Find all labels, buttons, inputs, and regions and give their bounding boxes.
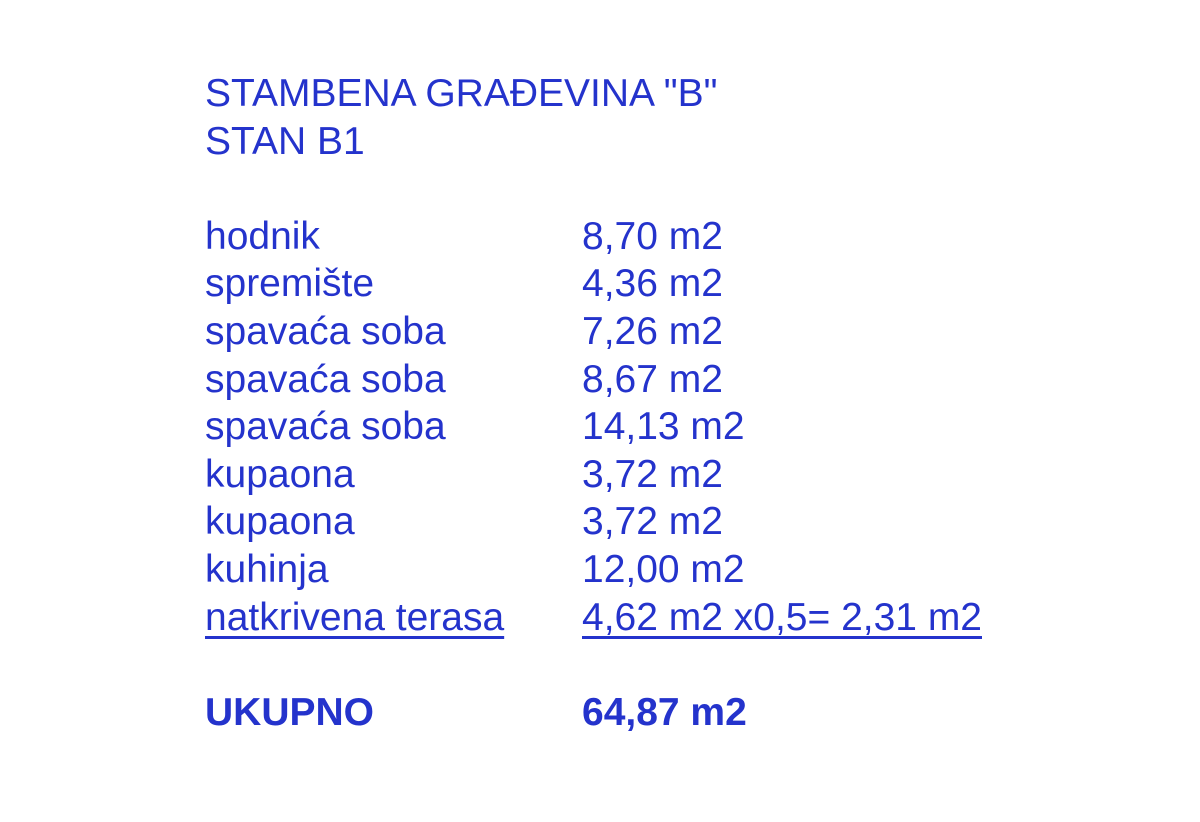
room-label: natkrivena terasa	[205, 595, 505, 639]
room-row: spavaća soba 8,67 m2	[205, 356, 982, 404]
room-row: spavaća soba 14,13 m2	[205, 403, 982, 451]
room-label: hodnik	[205, 214, 320, 258]
room-area: 4,36 m2	[582, 262, 723, 306]
room-area: 8,70 m2	[582, 214, 723, 258]
room-row: spremište 4,36 m2	[205, 260, 982, 308]
spacer	[205, 641, 982, 689]
total-area: 64,87 m2	[582, 690, 747, 734]
room-area: 14,13 m2	[582, 405, 745, 449]
apartment-title: STAN B1	[205, 119, 365, 163]
room-area: 3,72 m2	[582, 500, 723, 544]
room-row: spavaća soba 7,26 m2	[205, 308, 982, 356]
room-area: 3,72 m2	[582, 452, 723, 496]
room-row: kupaona 3,72 m2	[205, 498, 982, 546]
room-label: kupaona	[205, 452, 355, 496]
room-label: spremište	[205, 262, 375, 306]
document-content: STAMBENA GRAĐEVINA "B" STAN B1 hodnik 8,7…	[205, 70, 982, 736]
room-area: 4,62 m2 x0,5= 2,31 m2	[582, 595, 982, 639]
room-area: 8,67 m2	[582, 357, 723, 401]
room-label: kupaona	[205, 500, 355, 544]
room-label: spavaća soba	[205, 309, 446, 353]
room-row: kupaona 3,72 m2	[205, 451, 982, 499]
building-title: STAMBENA GRAĐEVINA "B"	[205, 72, 718, 115]
total-row: UKUPNO 64,87 m2	[205, 689, 982, 737]
room-label: spavaća soba	[205, 405, 446, 449]
room-row: hodnik 8,70 m2	[205, 213, 982, 261]
room-label: spavaća soba	[205, 357, 446, 401]
room-row-terrace: natkrivena terasa 4,62 m2 x0,5= 2,31 m2	[205, 594, 982, 642]
room-area: 12,00 m2	[582, 547, 745, 591]
room-area: 7,26 m2	[582, 309, 723, 353]
room-row: kuhinja 12,00 m2	[205, 546, 982, 594]
total-label: UKUPNO	[205, 690, 375, 734]
room-label: kuhinja	[205, 547, 329, 591]
spacer	[205, 165, 982, 213]
